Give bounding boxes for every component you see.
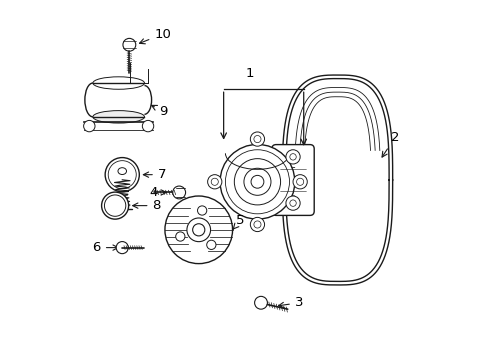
Circle shape — [207, 240, 216, 249]
Text: 6: 6 — [93, 241, 118, 254]
Text: 10: 10 — [140, 28, 171, 44]
Text: 8: 8 — [133, 199, 161, 212]
Text: 7: 7 — [144, 168, 166, 181]
Circle shape — [84, 120, 95, 132]
Circle shape — [286, 196, 300, 210]
Circle shape — [208, 175, 222, 189]
Circle shape — [176, 232, 185, 241]
Circle shape — [165, 196, 233, 264]
Circle shape — [123, 39, 136, 51]
Ellipse shape — [93, 111, 145, 123]
Circle shape — [250, 217, 265, 231]
Circle shape — [220, 144, 295, 219]
Text: 5: 5 — [233, 215, 245, 229]
Circle shape — [255, 296, 268, 309]
Text: 4: 4 — [149, 186, 166, 199]
Circle shape — [286, 150, 300, 164]
Circle shape — [105, 158, 139, 192]
Circle shape — [173, 186, 186, 199]
Text: 9: 9 — [151, 105, 168, 118]
Text: 1: 1 — [245, 67, 254, 80]
Text: 2: 2 — [382, 131, 399, 157]
Circle shape — [293, 175, 307, 189]
Circle shape — [197, 206, 207, 215]
Text: 3: 3 — [278, 296, 303, 309]
Circle shape — [142, 120, 154, 132]
Circle shape — [250, 132, 265, 146]
Circle shape — [116, 242, 128, 254]
Circle shape — [187, 218, 211, 242]
Circle shape — [101, 192, 129, 219]
FancyBboxPatch shape — [272, 145, 314, 215]
